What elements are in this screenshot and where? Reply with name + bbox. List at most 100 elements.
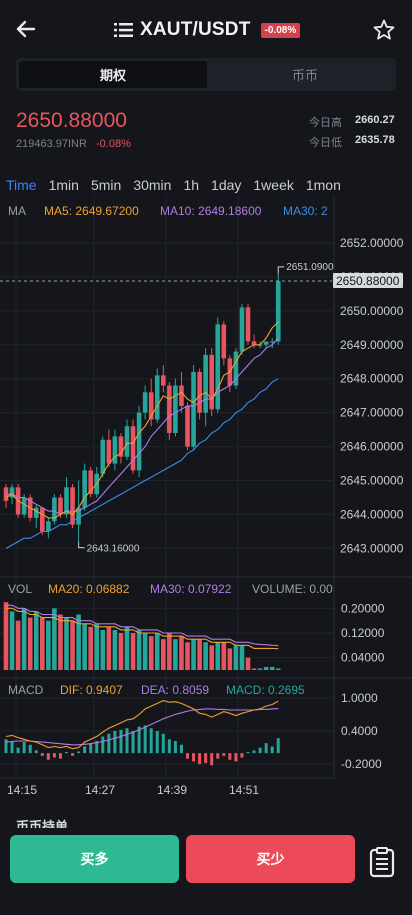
volume-bar bbox=[124, 626, 130, 670]
pair-selector[interactable]: XAUT/USDT -0.08% bbox=[114, 18, 301, 42]
volume-bar bbox=[46, 620, 51, 670]
candle-body bbox=[136, 412, 142, 471]
price-tick-label: 2647.00000 bbox=[340, 406, 404, 420]
dea-legend: DEA: 0.8059 bbox=[141, 683, 209, 697]
tab-spot[interactable]: 币币 bbox=[291, 68, 318, 83]
current-price-tag: 2650.88000 bbox=[336, 274, 400, 288]
candle-body bbox=[167, 385, 172, 434]
macd-bar bbox=[137, 726, 141, 754]
min-price-label: 2643.16000 bbox=[87, 544, 140, 555]
volume-bar bbox=[58, 614, 63, 670]
timeframe-1h[interactable]: 1h bbox=[183, 177, 200, 193]
candle-body bbox=[221, 324, 227, 359]
candle-body bbox=[142, 392, 148, 413]
timeframe-tabs: Time 1min 5min 30min 1h 1day 1week 1mon bbox=[0, 177, 412, 195]
macd-bar bbox=[77, 751, 81, 754]
high-label: 今日高 bbox=[309, 117, 342, 129]
volume-bar bbox=[215, 642, 221, 670]
buy-short-button[interactable]: 买少 bbox=[186, 835, 355, 883]
volume-bar bbox=[82, 623, 87, 670]
buy-long-button[interactable]: 买多 bbox=[10, 835, 179, 883]
volume-bar bbox=[70, 620, 75, 670]
vol-ma20-line bbox=[6, 607, 279, 650]
candle-body bbox=[275, 280, 281, 342]
macd-bar bbox=[28, 744, 32, 754]
price-change-pct: -0.08% bbox=[96, 138, 131, 150]
menu-list-icon bbox=[114, 23, 133, 37]
volume-bar bbox=[233, 645, 239, 670]
price-tick-label: 2650.00000 bbox=[340, 304, 404, 318]
candle-body bbox=[197, 371, 202, 413]
macd-bar bbox=[234, 753, 238, 762]
tab-options[interactable]: 期权 bbox=[19, 61, 207, 88]
macd-bar bbox=[192, 753, 196, 762]
timeframe-30min[interactable]: 30min bbox=[133, 177, 172, 193]
min-price-marker bbox=[78, 541, 85, 549]
volume-bar bbox=[100, 629, 106, 670]
orders-section-heading: 币币持单 bbox=[16, 819, 69, 828]
vol-ma20-legend: MA20: 0.06882 bbox=[48, 582, 130, 596]
volume-bar bbox=[88, 626, 93, 670]
macd-bar bbox=[4, 739, 8, 754]
macd-axis: 1.0000 0.4000 -0.2000 bbox=[341, 691, 382, 771]
macd-bar bbox=[173, 740, 177, 754]
macd-bar bbox=[83, 746, 87, 754]
macd-bar bbox=[58, 753, 62, 759]
candle-body bbox=[9, 487, 15, 498]
ma-label: MA bbox=[8, 204, 26, 218]
favorite-star-icon[interactable] bbox=[372, 18, 396, 42]
timeframe-time[interactable]: Time bbox=[6, 177, 37, 193]
price-tick-label: 2645.00000 bbox=[340, 474, 404, 488]
candle-body bbox=[124, 426, 130, 457]
timeframe-1mon[interactable]: 1mon bbox=[305, 177, 341, 193]
timeframe-1day[interactable]: 1day bbox=[211, 177, 242, 193]
chart-grid bbox=[0, 196, 412, 779]
volume-bars bbox=[3, 602, 281, 670]
volume-bar bbox=[154, 633, 160, 670]
back-arrow-icon[interactable] bbox=[12, 14, 40, 44]
ma30-line bbox=[5, 378, 279, 549]
ma30-legend: MA30: 2 bbox=[283, 204, 328, 218]
price-tick-label: 2649.00000 bbox=[340, 338, 404, 352]
timeframe-5min[interactable]: 5min bbox=[90, 177, 122, 193]
last-price: 2650.88000 bbox=[16, 109, 127, 132]
candle-body bbox=[185, 405, 190, 447]
dif-line bbox=[5, 700, 279, 750]
volume-bar bbox=[136, 629, 142, 670]
candle-body bbox=[215, 324, 221, 410]
price-chart[interactable]: MA MA5: 2649.67200 MA10: 2649.18600 MA30… bbox=[0, 196, 412, 806]
candle-body bbox=[52, 497, 57, 522]
time-tick-label: 14:51 bbox=[229, 783, 259, 797]
order-list-icon[interactable] bbox=[366, 846, 398, 878]
vol-ma30-line bbox=[6, 604, 279, 647]
volume-bar bbox=[161, 639, 166, 670]
volume-bar bbox=[245, 657, 251, 670]
macd-bar bbox=[240, 753, 244, 758]
volume-bar bbox=[106, 626, 112, 670]
candles bbox=[3, 273, 281, 542]
macd-bar bbox=[276, 738, 280, 754]
volume-bar bbox=[15, 620, 21, 670]
volume-bar bbox=[76, 614, 81, 670]
macd-tick-label: 1.0000 bbox=[341, 691, 378, 705]
timeframe-1min[interactable]: 1min bbox=[48, 177, 79, 193]
candle-body bbox=[112, 436, 118, 464]
volume-tick-label: 0.04000 bbox=[341, 651, 385, 665]
volume-bar bbox=[21, 608, 27, 670]
macd-legend: MACD: 0.2695 bbox=[226, 683, 305, 697]
time-tick-label: 14:27 bbox=[85, 783, 115, 797]
header: XAUT/USDT -0.08% bbox=[0, 0, 412, 58]
macd-bar bbox=[149, 728, 153, 754]
vol-ma30-legend: MA30: 0.07922 bbox=[150, 582, 232, 596]
ma5-legend: MA5: 2649.67200 bbox=[44, 204, 139, 218]
candle-body bbox=[251, 341, 257, 345]
candle-body bbox=[179, 385, 184, 406]
timeframe-1week[interactable]: 1week bbox=[253, 177, 294, 193]
price-tick-label: 2648.00000 bbox=[340, 372, 404, 386]
macd-bar bbox=[258, 747, 262, 754]
macd-label: MACD bbox=[8, 683, 44, 697]
pair-title: XAUT/USDT bbox=[140, 19, 251, 40]
candle-body bbox=[233, 351, 239, 386]
volume-bar bbox=[173, 639, 178, 670]
macd-bar bbox=[119, 729, 123, 754]
